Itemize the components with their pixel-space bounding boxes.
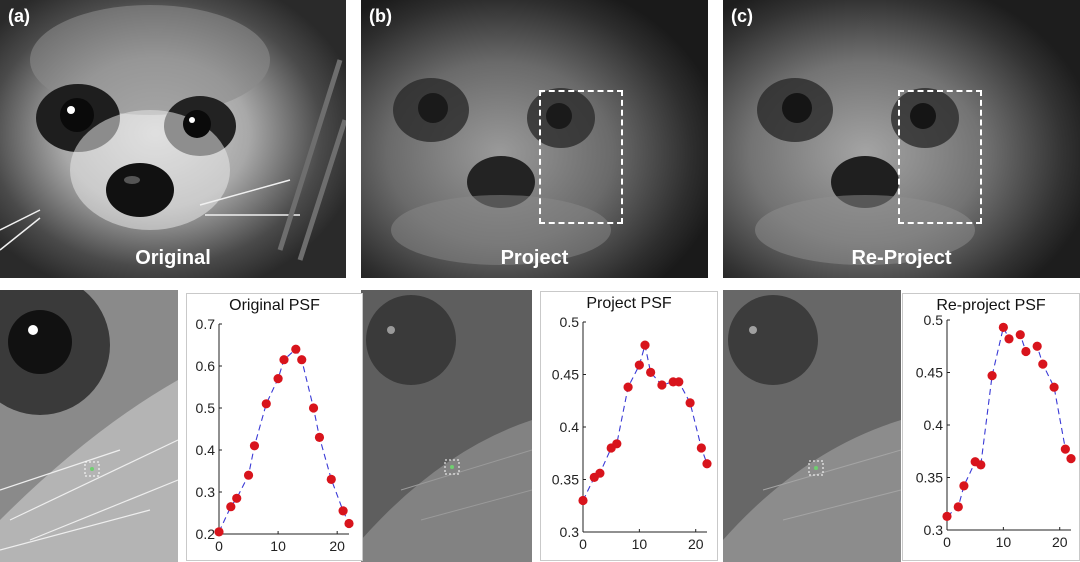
x-tick-label: 20 <box>1052 534 1068 550</box>
data-point <box>273 374 283 384</box>
original-panda-image <box>0 0 346 278</box>
data-point <box>308 403 319 413</box>
data-point <box>344 518 354 529</box>
data-point <box>1049 382 1059 392</box>
panel-c-label: (c) <box>731 6 753 26</box>
data-point <box>953 502 963 512</box>
project-panda-image <box>361 0 708 278</box>
x-tick-label: 0 <box>943 534 951 550</box>
data-point <box>702 459 712 469</box>
y-tick-label: 0.5 <box>560 314 580 330</box>
data-point <box>261 399 271 409</box>
data-point <box>232 493 242 503</box>
reproject-crop-image <box>723 290 901 562</box>
data-point <box>640 340 650 350</box>
y-tick-label: 0.7 <box>196 316 216 332</box>
y-tick-label: 0.5 <box>924 312 944 328</box>
data-point <box>976 460 986 470</box>
data-point <box>674 377 684 387</box>
project-caption: Project <box>500 247 569 269</box>
data-point <box>998 322 1008 332</box>
data-point <box>249 441 260 451</box>
x-tick-label: 20 <box>688 536 704 552</box>
data-point <box>214 527 224 537</box>
reproject-caption: Re-Project <box>851 247 952 269</box>
y-tick-label: 0.35 <box>552 472 579 488</box>
y-tick-label: 0.45 <box>916 365 943 381</box>
data-point <box>657 380 667 390</box>
y-tick-label: 0.5 <box>196 400 216 416</box>
data-point <box>959 481 969 491</box>
x-tick-label: 20 <box>329 538 345 554</box>
data-point <box>612 439 622 449</box>
y-tick-label: 0.45 <box>552 367 579 383</box>
y-tick-label: 0.3 <box>924 522 944 538</box>
chart-title: Project PSF <box>586 295 672 312</box>
x-tick-label: 10 <box>632 536 648 552</box>
data-point <box>1066 454 1076 464</box>
data-point <box>1021 346 1031 357</box>
data-point <box>1032 341 1042 351</box>
original-psf-chart: Original PSF 0.2 0.3 0.4 0.5 0.6 0.7 0 10 20 <box>186 293 363 561</box>
x-tick-label: 10 <box>270 538 286 554</box>
x-tick-label: 0 <box>215 538 223 554</box>
data-point <box>1038 359 1048 369</box>
y-tick-label: 0.3 <box>196 484 216 500</box>
y-tick-label: 0.3 <box>560 524 580 540</box>
y-tick-label: 0.35 <box>916 470 943 486</box>
data-point <box>243 470 254 480</box>
data-point <box>623 382 633 392</box>
data-point <box>578 495 588 506</box>
data-point <box>1060 444 1070 454</box>
reproject-crop-panel <box>723 290 901 562</box>
reproject-image-panel: (c) Re-Project <box>723 0 1080 278</box>
chart-title: Re-project PSF <box>936 297 1046 314</box>
y-tick-label: 0.4 <box>560 419 580 435</box>
original-crop-panel <box>0 290 178 562</box>
y-tick-label: 0.2 <box>196 526 216 542</box>
data-point <box>1004 334 1014 344</box>
project-crop-image <box>361 290 532 562</box>
reproject-psf-plot: 0.3 0.35 0.4 0.45 0.5 0 10 20 <box>916 312 1076 550</box>
data-point <box>696 443 706 453</box>
psf-series-line <box>218 348 350 533</box>
y-tick-label: 0.4 <box>196 442 216 458</box>
panel-b-label: (b) <box>369 6 392 26</box>
original-crop-image <box>0 290 178 562</box>
reproject-panda-image <box>723 0 1080 278</box>
project-crop-panel <box>361 290 532 562</box>
panel-a-label: (a) <box>8 6 30 26</box>
project-psf-chart: Project PSF 0.3 0.35 0.4 0.45 0.5 0 10 20 <box>540 291 718 561</box>
data-point <box>942 511 952 521</box>
project-image-panel: (b) Project <box>361 0 708 278</box>
original-image-panel: (a) Original <box>0 0 346 278</box>
data-point <box>326 474 336 484</box>
zoom-region-box <box>898 90 982 224</box>
original-caption: Original <box>135 247 211 269</box>
x-tick-label: 10 <box>996 534 1012 550</box>
data-point <box>634 360 644 370</box>
data-point <box>314 432 325 442</box>
chart-title: Original PSF <box>229 297 320 314</box>
data-point <box>987 371 997 381</box>
project-psf-plot: 0.3 0.35 0.4 0.45 0.5 0 10 20 <box>552 314 712 552</box>
data-point <box>646 367 656 377</box>
data-point <box>338 506 348 516</box>
data-point <box>279 355 289 365</box>
data-point <box>226 502 236 512</box>
data-point <box>297 355 307 365</box>
data-point <box>595 468 605 478</box>
zoom-region-box <box>539 90 623 224</box>
x-tick-label: 0 <box>579 536 587 552</box>
y-tick-label: 0.4 <box>924 417 944 433</box>
data-point <box>685 398 695 408</box>
original-psf-plot: 0.2 0.3 0.4 0.5 0.6 0.7 0 10 20 <box>196 316 354 554</box>
y-tick-label: 0.6 <box>196 358 216 374</box>
data-point <box>1015 330 1025 340</box>
data-point <box>291 344 301 354</box>
reproject-psf-chart: Re-project PSF 0.3 0.35 0.4 0.45 0.5 0 10 20 <box>902 293 1080 561</box>
